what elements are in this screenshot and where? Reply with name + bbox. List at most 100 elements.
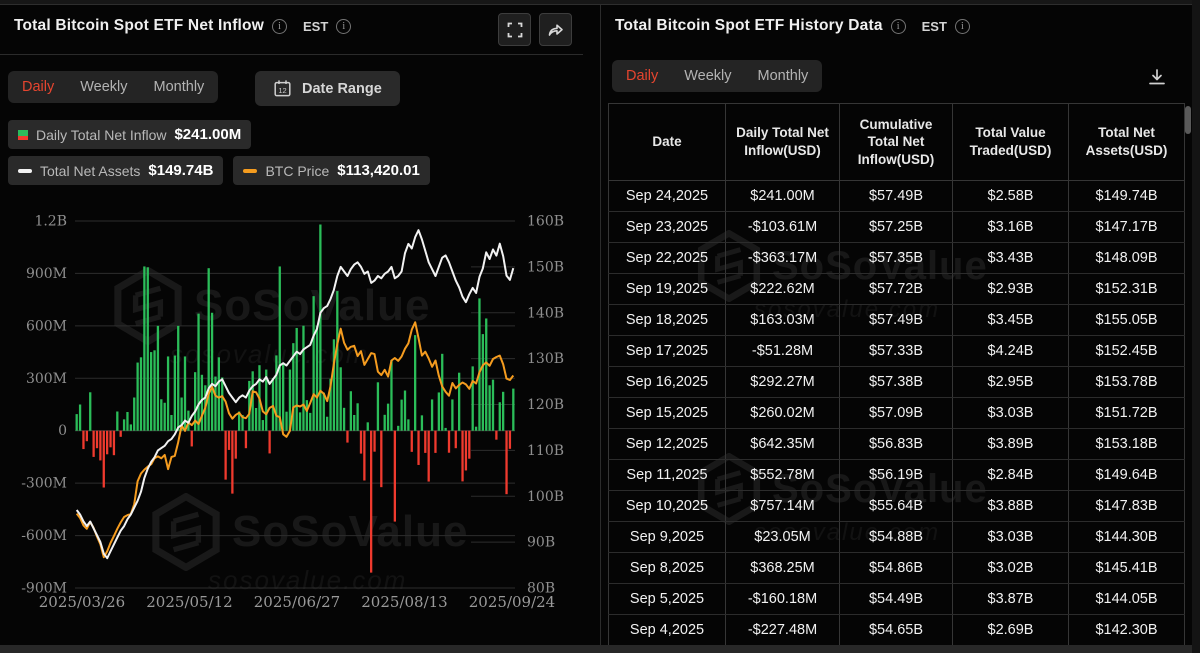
page-scrollbar-gutter[interactable]	[1192, 0, 1200, 653]
fullscreen-button[interactable]	[498, 13, 531, 46]
cell-date: Sep 22,2025	[608, 242, 726, 274]
svg-text:2025/09/24: 2025/09/24	[469, 593, 555, 610]
cell-assets: $148.09B	[1068, 242, 1185, 274]
legend-daily-net-inflow[interactable]: Daily Total Net Inflow $241.00M	[8, 120, 252, 149]
cell-assets: $149.64B	[1068, 459, 1185, 491]
cell-assets: $142.30B	[1068, 614, 1185, 645]
tab-daily[interactable]: Daily	[626, 68, 659, 84]
info-icon[interactable]: i	[336, 18, 352, 34]
legend-btc-price[interactable]: BTC Price $113,420.01	[233, 156, 430, 185]
cell-traded: $3.88B	[952, 490, 1069, 522]
cell-cumulative: $56.83B	[839, 428, 953, 460]
cell-traded: $3.89B	[952, 428, 1069, 460]
tab-monthly[interactable]: Monthly	[757, 68, 809, 84]
cell-daily-inflow: -$51.28M	[725, 335, 840, 367]
cell-assets: $152.31B	[1068, 273, 1185, 305]
legend-row: Daily Total Net Inflow $241.00M	[8, 120, 252, 149]
tab-weekly[interactable]: Weekly	[684, 68, 732, 84]
table-row: Sep 22,2025 -$363.17M $57.35B $3.43B $148.09…	[608, 242, 1185, 274]
cell-date: Sep 10,2025	[608, 490, 726, 522]
svg-text:300M: 300M	[26, 371, 67, 387]
table-row: Sep 24,2025 $241.00M $57.49B $2.58B $149.74B	[608, 180, 1185, 212]
table-row: Sep 11,2025 $552.78M $56.19B $2.84B $149.64B	[608, 459, 1185, 491]
chart-panel-header: Total Bitcoin Spot ETF Net Inflow i EST …	[14, 17, 586, 35]
cell-daily-inflow: -$103.61M	[725, 211, 840, 243]
col-header-traded: Total Value Traded(USD)	[952, 103, 1069, 181]
header-divider	[0, 54, 583, 55]
cell-assets: $155.05B	[1068, 304, 1185, 336]
table-row: Sep 17,2025 -$51.28M $57.33B $4.24B $152.45B	[608, 335, 1185, 367]
history-period-tabs: Daily Weekly Monthly	[612, 60, 823, 92]
history-table: Date Daily Total Net Inflow(USD) Cumulat…	[608, 103, 1185, 645]
cell-assets: $153.18B	[1068, 428, 1185, 460]
svg-text:120B: 120B	[527, 397, 564, 413]
cell-daily-inflow: -$363.17M	[725, 242, 840, 274]
chart-toolbar	[498, 13, 572, 46]
cell-cumulative: $57.49B	[839, 304, 953, 336]
cell-cumulative: $56.19B	[839, 459, 953, 491]
horizontal-scrollbar[interactable]	[0, 645, 1192, 653]
share-button[interactable]	[539, 13, 572, 46]
cell-date: Sep 24,2025	[608, 180, 726, 212]
info-icon[interactable]: i	[890, 18, 906, 34]
cell-cumulative: $57.35B	[839, 242, 953, 274]
history-title: Total Bitcoin Spot ETF History Data	[615, 17, 883, 34]
cell-traded: $3.03B	[952, 397, 1069, 429]
table-scrollbar[interactable]	[1185, 106, 1191, 134]
info-icon[interactable]: i	[271, 18, 287, 34]
svg-text:12: 12	[278, 86, 286, 95]
svg-text:-300M: -300M	[21, 476, 67, 492]
calendar-icon: 12	[274, 80, 291, 97]
cell-cumulative: $57.49B	[839, 180, 953, 212]
cell-date: Sep 15,2025	[608, 397, 726, 429]
table-row: Sep 12,2025 $642.35M $56.83B $3.89B $153.18B	[608, 428, 1185, 460]
tab-daily[interactable]: Daily	[22, 79, 55, 95]
cell-assets: $147.17B	[1068, 211, 1185, 243]
svg-text:140B: 140B	[527, 305, 564, 321]
table-row: Sep 9,2025 $23.05M $54.88B $3.03B $144.30B	[608, 521, 1185, 553]
cell-cumulative: $57.72B	[839, 273, 953, 305]
cell-daily-inflow: $241.00M	[725, 180, 840, 212]
legend-value: $241.00M	[174, 126, 242, 143]
svg-text:2025/06/27: 2025/06/27	[254, 593, 340, 610]
cell-date: Sep 17,2025	[608, 335, 726, 367]
col-header-cumulative: Cumulative Total Net Inflow(USD)	[839, 103, 953, 181]
cell-assets: $144.30B	[1068, 521, 1185, 553]
cell-daily-inflow: $163.03M	[725, 304, 840, 336]
cell-cumulative: $57.09B	[839, 397, 953, 429]
svg-text:900M: 900M	[26, 266, 67, 282]
cell-assets: $147.83B	[1068, 490, 1185, 522]
cell-date: Sep 8,2025	[608, 552, 726, 584]
cell-daily-inflow: $23.05M	[725, 521, 840, 553]
date-range-button[interactable]: 12 Date Range	[255, 71, 400, 106]
download-icon	[1149, 69, 1165, 85]
timezone-label: EST	[921, 18, 947, 34]
cell-daily-inflow: $222.62M	[725, 273, 840, 305]
cell-date: Sep 18,2025	[608, 304, 726, 336]
download-button[interactable]	[1147, 67, 1167, 92]
svg-text:600M: 600M	[26, 318, 67, 334]
table-row: Sep 4,2025 -$227.48M $54.65B $2.69B $142.30B	[608, 614, 1185, 645]
tab-weekly[interactable]: Weekly	[80, 79, 128, 95]
svg-text:1.2B: 1.2B	[34, 214, 67, 230]
cell-date: Sep 23,2025	[608, 211, 726, 243]
table-row: Sep 18,2025 $163.03M $57.49B $3.45B $155.05B	[608, 304, 1185, 336]
cell-traded: $2.95B	[952, 366, 1069, 398]
cell-traded: $2.58B	[952, 180, 1069, 212]
cell-date: Sep 9,2025	[608, 521, 726, 553]
cell-traded: $2.69B	[952, 614, 1069, 645]
tab-monthly[interactable]: Monthly	[153, 79, 205, 95]
chart-canvas[interactable]: 1.2B 900M 600M 300M 0 -300M -600M -900M 160B 150B…	[0, 205, 595, 612]
legend-row: Total Net Assets $149.74B BTC Price $113…	[8, 156, 430, 185]
col-header-daily-inflow: Daily Total Net Inflow(USD)	[725, 103, 840, 181]
legend-total-net-assets[interactable]: Total Net Assets $149.74B	[8, 156, 224, 185]
info-icon[interactable]: i	[954, 18, 970, 34]
cell-traded: $3.03B	[952, 521, 1069, 553]
legend-value: $113,420.01	[337, 162, 420, 179]
svg-text:-600M: -600M	[21, 528, 67, 544]
cell-daily-inflow: $260.02M	[725, 397, 840, 429]
history-panel: Total Bitcoin Spot ETF History Data i ES…	[600, 5, 1192, 645]
svg-text:130B: 130B	[527, 351, 564, 367]
table-row: Sep 15,2025 $260.02M $57.09B $3.03B $151.72B	[608, 397, 1185, 429]
svg-text:90B: 90B	[527, 535, 555, 551]
